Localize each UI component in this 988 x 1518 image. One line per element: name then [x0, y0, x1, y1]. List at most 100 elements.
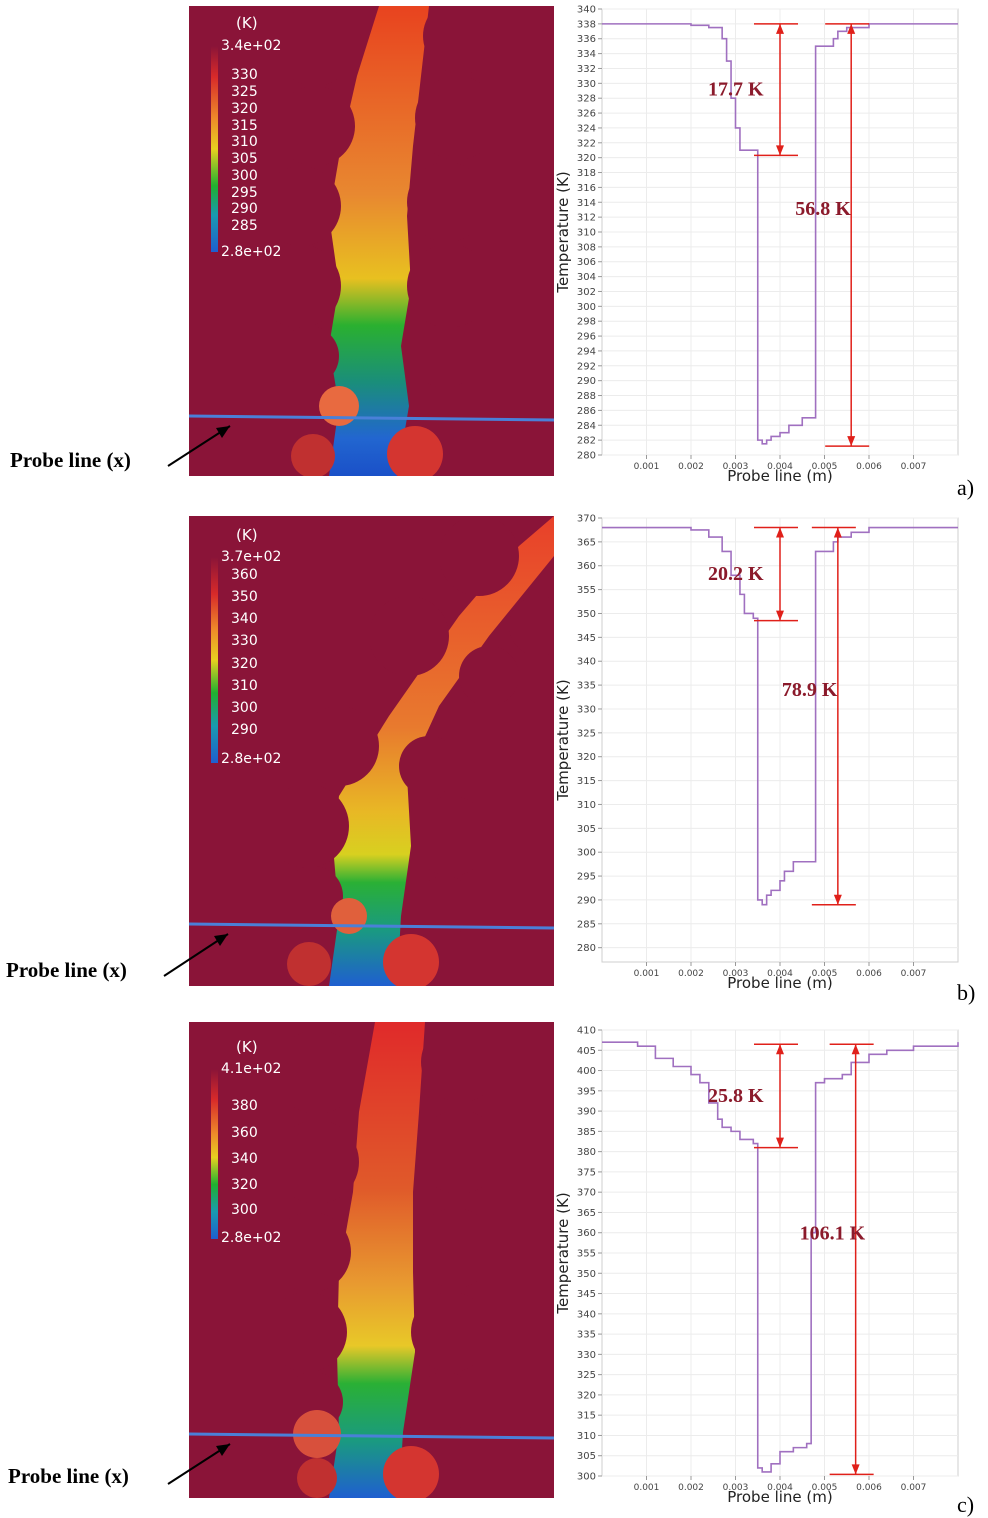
legend-title-c: (K)	[236, 1038, 258, 1056]
x-tick-label: 0.001	[634, 462, 660, 472]
legend-tick: 330	[231, 67, 258, 83]
y-tick-label: 310	[577, 228, 596, 239]
legend-colorbar-c	[211, 1069, 218, 1239]
y-tick-label: 308	[577, 242, 596, 253]
y-tick-label: 320	[577, 752, 596, 763]
y-tick-label: 370	[577, 514, 596, 525]
y-tick-label: 355	[577, 1249, 596, 1260]
x-tick-label: 0.003	[723, 1483, 749, 1493]
y-tick-label: 322	[577, 138, 596, 149]
annotation-label: 25.8 K	[708, 1085, 764, 1107]
x-tick-label: 0.001	[634, 1483, 660, 1493]
temperature-chart-b: 280 285 290 295 300 305 310 315 320 325 330 335 340 3…	[554, 514, 959, 992]
y-tick-label: 325	[577, 1370, 596, 1381]
probe-label-c: Probe line (x)	[8, 1464, 129, 1488]
legend-tick: 285	[231, 218, 258, 234]
probe-arrow-b	[163, 933, 229, 977]
legend-tick: 320	[231, 1177, 258, 1193]
y-tick-label: 300	[577, 1472, 596, 1483]
legend-tick: 325	[231, 84, 258, 100]
legend-tick: 320	[231, 101, 258, 117]
annotation-marker: 78.9 K	[782, 526, 856, 906]
legend-tick: 340	[231, 1151, 258, 1167]
y-tick-label: 320	[577, 1390, 596, 1401]
x-tick-label: 0.003	[723, 462, 749, 472]
probe-line-a	[189, 414, 554, 422]
y-tick-label: 360	[577, 1228, 596, 1239]
y-tick-label: 360	[577, 561, 596, 572]
y-tick-label: 298	[577, 317, 596, 328]
y-tick-label: 405	[577, 1046, 596, 1057]
annotation-marker: 20.2 K	[708, 526, 798, 622]
y-tick-label: 290	[577, 895, 596, 906]
annotation-marker: 25.8 K	[708, 1043, 798, 1149]
legend-tick: 350	[231, 589, 258, 605]
legend-tick: 360	[231, 1125, 258, 1141]
y-tick-label: 365	[577, 537, 596, 548]
y-tick-label: 302	[577, 287, 596, 298]
y-tick-label: 282	[577, 436, 596, 447]
y-tick-label: 370	[577, 1188, 596, 1199]
y-tick-label: 320	[577, 153, 596, 164]
legend-tick: 315	[231, 118, 258, 134]
field-render-a	[189, 6, 554, 476]
legend-tick: 295	[231, 185, 258, 201]
panel-letter-b: b)	[957, 980, 976, 1005]
y-tick-label: 305	[577, 824, 596, 835]
temperature-field-b	[189, 516, 554, 986]
annotation-label: 56.8 K	[795, 198, 851, 220]
y-tick-label: 306	[577, 257, 596, 268]
y-tick-label: 286	[577, 406, 596, 417]
x-tick-label: 0.005	[812, 462, 838, 472]
y-tick-label: 318	[577, 168, 596, 179]
probe-arrow-a	[167, 425, 231, 467]
y-tick-label: 300	[577, 302, 596, 313]
annotation-marker: 17.7 K	[708, 23, 798, 157]
y-tick-label: 325	[577, 728, 596, 739]
y-tick-label: 332	[577, 64, 596, 75]
y-tick-label: 330	[577, 1350, 596, 1361]
panel-b: (K) 3.7e+02 360 350 340 330 320 310 300 …	[0, 506, 988, 1012]
y-tick-label: 316	[577, 183, 596, 194]
legend-min-c: 2.8e+02	[221, 1230, 282, 1246]
legend-max-b: 3.7e+02	[221, 549, 282, 565]
panel-letter-a: a)	[957, 475, 975, 500]
field-render-c	[189, 1022, 554, 1498]
legend-tick: 340	[231, 611, 258, 627]
probe-label-a: Probe line (x)	[10, 448, 131, 472]
y-tick-label: 305	[577, 1451, 596, 1462]
x-tick-label: 0.004	[767, 1483, 793, 1493]
y-tick-label: 310	[577, 800, 596, 811]
x-axis-label: Probe line (m)	[727, 1488, 832, 1506]
y-tick-label: 375	[577, 1167, 596, 1178]
x-tick-label: 0.005	[812, 969, 838, 979]
y-tick-label: 334	[577, 49, 596, 60]
y-tick-label: 315	[577, 1411, 596, 1422]
legend-tick: 290	[231, 722, 258, 738]
legend-title-a: (K)	[236, 14, 258, 32]
x-tick-label: 0.004	[767, 969, 793, 979]
y-tick-label: 335	[577, 681, 596, 692]
legend-tick: 300	[231, 1202, 258, 1218]
x-tick-label: 0.002	[678, 969, 704, 979]
y-tick-label: 310	[577, 1431, 596, 1442]
legend-tick: 310	[231, 678, 258, 694]
annotation-label: 78.9 K	[782, 679, 838, 701]
y-tick-label: 284	[577, 421, 596, 432]
y-tick-label: 292	[577, 361, 596, 372]
probe-line-b	[189, 922, 554, 930]
y-tick-label: 294	[577, 346, 596, 357]
legend-tick: 300	[231, 168, 258, 184]
legend-colorbar-b	[211, 557, 218, 763]
y-tick-label: 345	[577, 633, 596, 644]
y-tick-label: 280	[577, 943, 596, 954]
y-tick-label: 290	[577, 376, 596, 387]
probe-line-c	[189, 1432, 554, 1440]
y-tick-label: 330	[577, 704, 596, 715]
y-tick-label: 324	[577, 123, 596, 134]
y-tick-label: 345	[577, 1289, 596, 1300]
temperature-field-a	[189, 6, 554, 476]
x-tick-label: 0.007	[901, 462, 927, 472]
y-tick-label: 296	[577, 332, 596, 343]
legend-min-b: 2.8e+02	[221, 751, 282, 767]
